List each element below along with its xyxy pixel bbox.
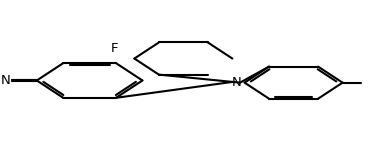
Text: N: N bbox=[231, 76, 241, 89]
Text: F: F bbox=[110, 42, 118, 55]
Text: N: N bbox=[1, 74, 11, 87]
